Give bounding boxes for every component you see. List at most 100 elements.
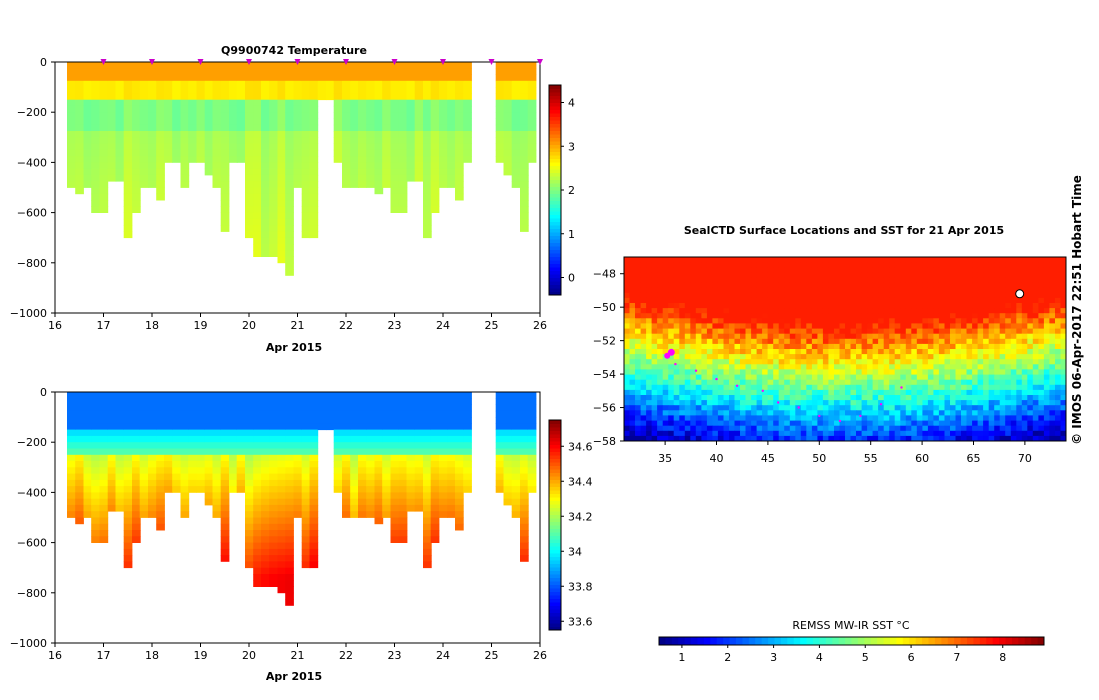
section-cell [245,435,254,443]
section-cell [245,454,254,462]
sst-cell [955,400,962,406]
section-cell [520,112,529,119]
sst-cell [977,297,984,304]
sst-cell [950,287,956,294]
section-cell [204,442,214,449]
sst-cell [651,323,658,329]
section-cell [495,80,505,88]
section-cell [204,62,214,69]
colorbar-segment [549,225,561,229]
section-cell [180,131,190,138]
sst-cell [927,389,934,396]
sst-cell [999,297,1006,304]
sst-cell [977,257,984,263]
section-cell [115,162,125,170]
sst-cell [1021,308,1028,314]
section-cell [503,112,513,119]
section-cell [520,149,529,157]
sst-cell [811,277,818,283]
sst-cell [867,308,874,314]
section-cell [229,74,238,82]
sst-cell [751,343,758,350]
section-cell [520,435,529,443]
section-cell [236,62,246,69]
sst-cell [701,303,708,309]
section-cell [236,486,246,493]
sst-cell [1021,267,1028,273]
sst-cell [933,343,940,350]
sst-cell [972,379,979,386]
sst-cell [955,257,962,263]
sst-cell [1016,257,1023,263]
section-cell [439,392,448,399]
sst-cell [994,282,1001,289]
section-cell [269,473,278,481]
colorbar-tick-label: 3 [568,140,575,153]
sst-cell [1021,328,1028,335]
sst-cell [872,359,879,365]
section-cell [382,392,391,399]
sst-cell [646,354,653,360]
section-cell [188,131,197,138]
section-cell [277,112,287,119]
sst-cell [712,313,719,319]
section-cell [123,398,133,405]
sst-cell [927,292,934,299]
section-cell [382,429,391,437]
sst-cell [889,359,896,365]
sst-cell [867,267,874,273]
sst-cell [767,328,774,335]
section-cell [447,479,456,487]
section-cell [374,398,384,405]
section-cell [245,555,254,562]
sst-cell [916,308,923,314]
section-cell [164,473,173,481]
sst-cell [668,379,675,386]
sst-cell [817,297,824,304]
sst-cell [629,349,636,355]
sst-cell [905,333,912,340]
section-cell [269,398,278,405]
section-cell [253,410,262,418]
section-cell [511,479,521,487]
section-cell [430,174,440,182]
section-cell [261,174,270,182]
sst-cell [905,374,912,381]
sst-cell [773,282,780,289]
sst-cell [933,287,940,294]
sst-cell [894,374,901,381]
sst-cell [955,282,962,289]
section-cell [132,467,141,474]
sst-cell [867,272,874,278]
section-cell [414,93,424,101]
sst-cell [988,359,995,365]
sst-cell [1021,287,1028,294]
section-cell [229,404,238,412]
sst-cell [629,308,636,314]
sst-cell [778,389,785,396]
colorbar-segment [549,162,561,166]
section-cell [423,517,432,525]
sst-cell [1027,364,1034,370]
sst-cell [767,374,774,381]
sst-cell [635,318,641,324]
sst-cell [795,267,802,273]
sst-cell [624,308,630,314]
sst-cell [1060,379,1067,386]
sst-cell [635,400,641,406]
section-cell [439,448,448,456]
sst-cell [662,384,669,391]
section-cell [236,149,246,157]
section-cell [293,74,303,82]
sst-cell [635,395,641,401]
section-cell [164,486,173,493]
section-cell [285,105,294,113]
sst-cell [872,272,879,278]
sst-cell [911,364,918,370]
colorbar-segment [549,214,561,219]
section-cell [527,392,537,399]
sst-cell [767,262,774,268]
sst-cell [867,369,874,375]
sst-cell [845,349,851,355]
sst-cell [640,354,647,360]
